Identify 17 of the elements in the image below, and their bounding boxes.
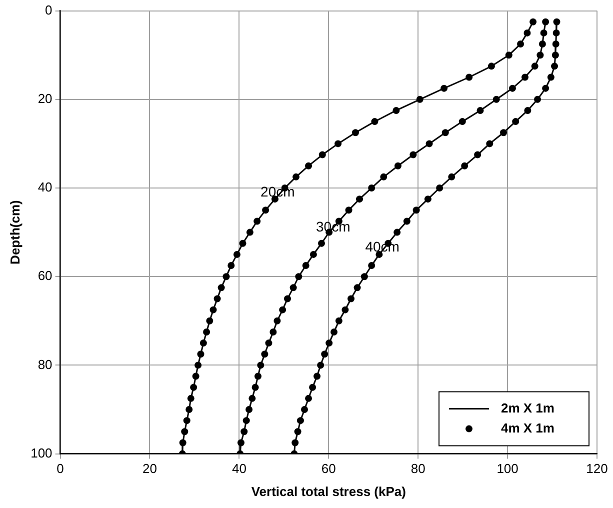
y-tick-label: 0 bbox=[45, 2, 52, 18]
x-axis-title: Vertical total stress (kPa) bbox=[251, 484, 406, 499]
legend-label: 2m X 1m bbox=[501, 400, 554, 416]
y-axis-title: Depth(cm) bbox=[7, 200, 22, 264]
y-tick-label: 40 bbox=[38, 180, 52, 195]
y-tick-label: 100 bbox=[30, 445, 52, 460]
x-tick-label: 20 bbox=[142, 461, 157, 476]
x-tick-label: 0 bbox=[56, 461, 64, 476]
legend-label: 4m X 1m bbox=[501, 420, 554, 436]
y-tick-label: 80 bbox=[38, 356, 52, 372]
y-tick-label: 20 bbox=[38, 90, 52, 106]
x-tick-label: 100 bbox=[496, 461, 518, 476]
x-tick-label: 60 bbox=[321, 461, 336, 476]
x-tick-label: 80 bbox=[410, 461, 426, 476]
y-tick-label: 60 bbox=[38, 268, 52, 284]
x-tick-label: 40 bbox=[232, 461, 246, 476]
x-tick-label: 120 bbox=[586, 461, 608, 476]
